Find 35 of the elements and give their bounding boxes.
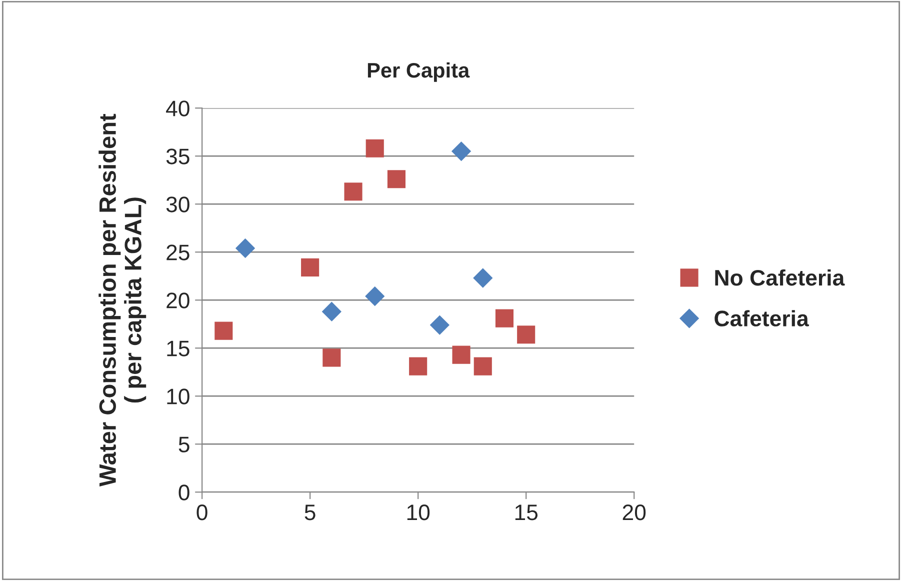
point [517, 326, 536, 344]
point [474, 357, 492, 376]
point [473, 268, 492, 288]
point [344, 182, 362, 201]
point [322, 302, 342, 322]
y-axis-title: Water Consumption per Resident ( per capita KGAL) [98, 114, 146, 487]
y-tick-label: 30 [166, 196, 190, 212]
point [214, 322, 233, 340]
point [301, 258, 320, 276]
point [365, 286, 384, 306]
y-tick-label: 40 [166, 100, 190, 116]
point [366, 139, 384, 158]
chart-title: Per Capita [368, 62, 470, 82]
point [430, 316, 450, 335]
y-tick-label: 0 [178, 484, 190, 500]
x-tick-label: 10 [407, 504, 430, 520]
legend-label: No Cafeteria [715, 269, 845, 286]
point [409, 357, 428, 376]
y-tick-label: 15 [167, 340, 190, 356]
x-tick-label: 5 [304, 504, 316, 520]
x-tick-label: 0 [196, 504, 208, 520]
point [452, 142, 471, 161]
point [452, 346, 470, 364]
point [495, 309, 514, 328]
y-tick-label: 10 [167, 388, 190, 404]
y-tick-label: 35 [166, 148, 190, 164]
legend-label: Cafeteria [714, 310, 809, 326]
point [236, 238, 255, 258]
point [322, 348, 341, 367]
point [387, 170, 406, 188]
y-tick-label: 25 [166, 244, 190, 260]
x-tick-label: 15 [515, 504, 538, 520]
x-tick-label: 20 [622, 504, 646, 520]
y-tick-label: 20 [166, 292, 190, 308]
y-tick-label: 5 [178, 436, 190, 452]
